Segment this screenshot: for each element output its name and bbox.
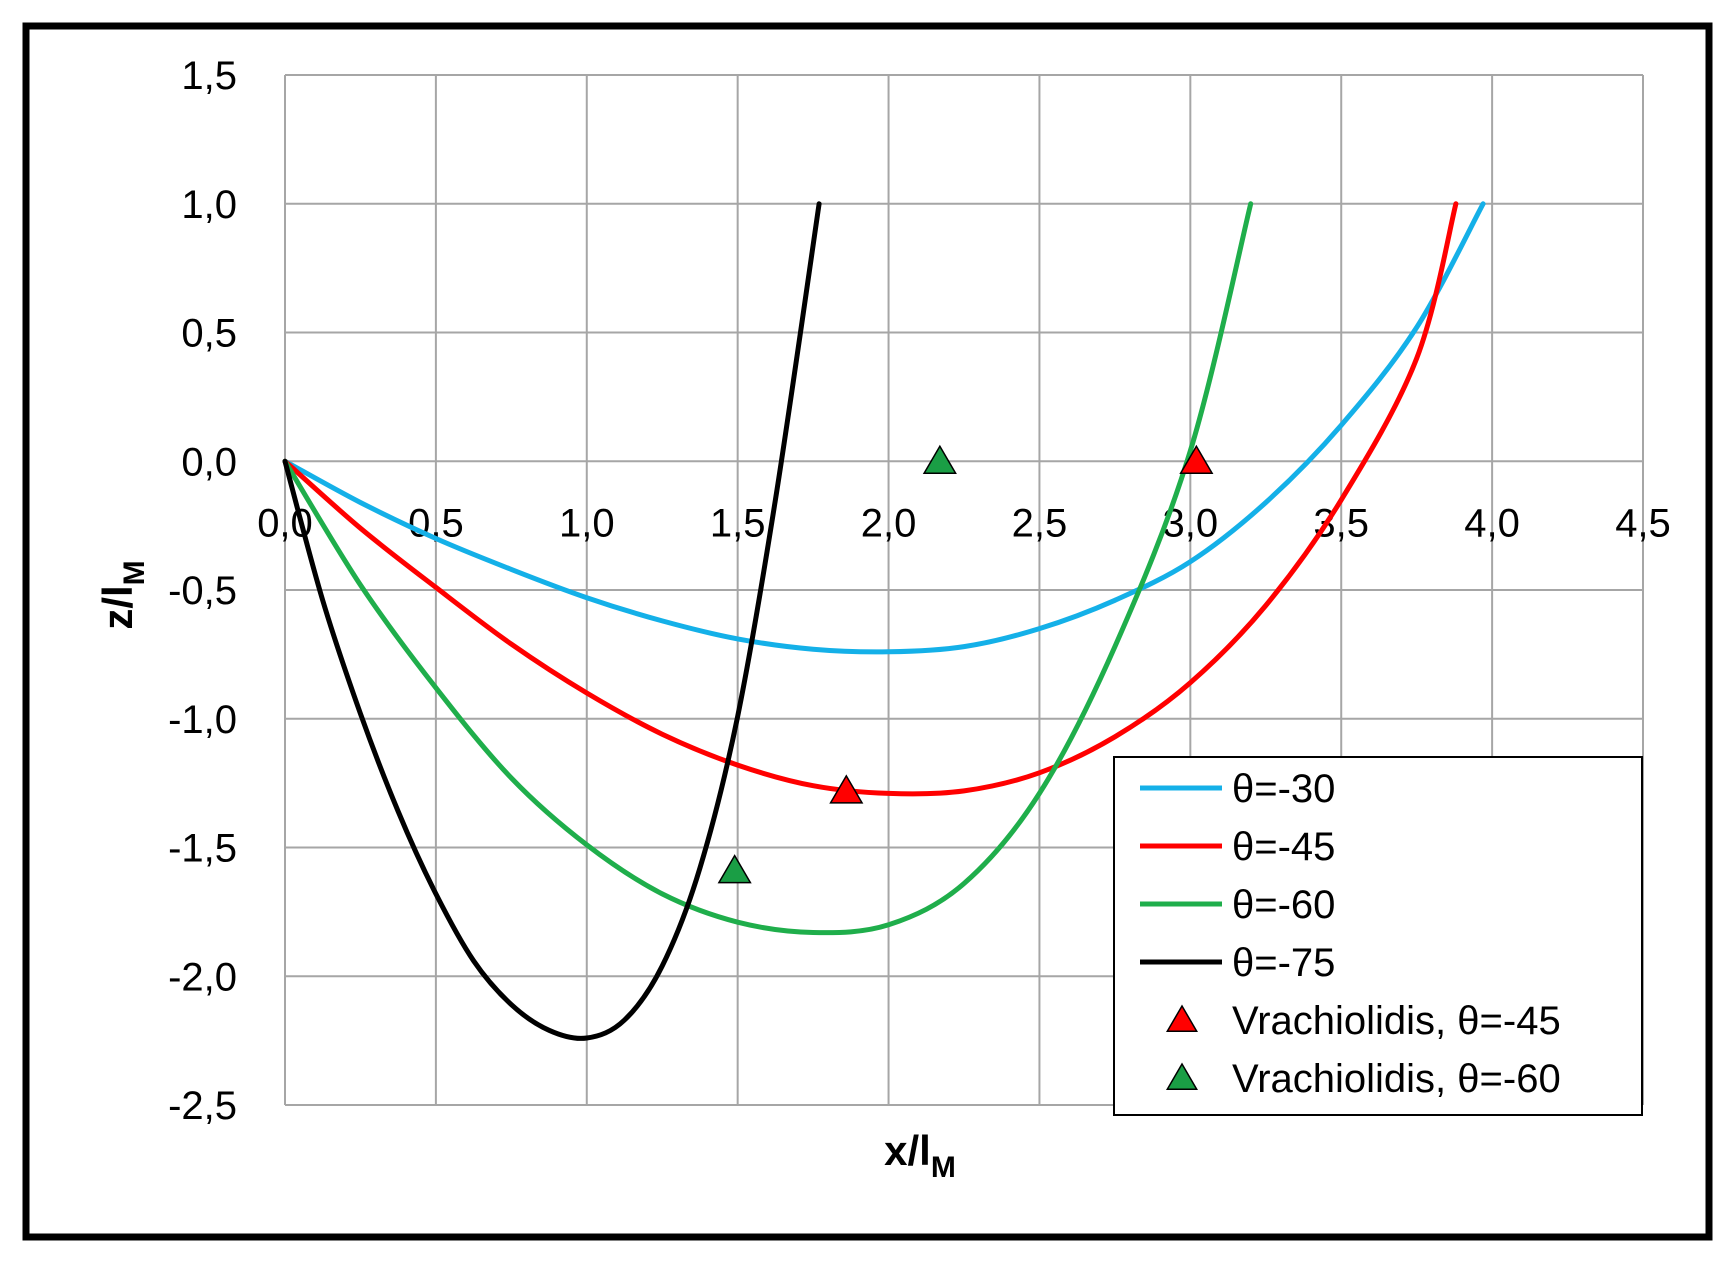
y-tick-label: 0,0 [181, 440, 237, 484]
series-marker [829, 774, 864, 804]
legend-box [1113, 756, 1643, 1116]
y-tick-label: -2,5 [168, 1084, 237, 1128]
series-marker [922, 444, 957, 474]
series-line [282, 201, 822, 1041]
legend-label: θ=-75 [1232, 941, 1335, 985]
x-tick-label: 3,5 [1313, 501, 1369, 545]
series-marker [717, 854, 752, 884]
legend-label: θ=-60 [1232, 883, 1335, 927]
y-axis-title: z/lM [94, 560, 151, 629]
x-tick-label: 4,5 [1615, 501, 1671, 545]
legend: θ=-30 θ=-45 θ=-60 θ=-75 Vrachiolidis, θ=-45 V… [1113, 756, 1643, 1116]
legend-label: Vrachiolidis, θ=-45 [1232, 999, 1561, 1043]
x-tick-label: 1,5 [710, 501, 766, 545]
x-tick-label: 2,5 [1012, 501, 1068, 545]
series-line [282, 201, 1486, 655]
series-marker [1179, 444, 1214, 474]
legend-label: θ=-45 [1232, 825, 1335, 869]
legend-swatch [1165, 1004, 1199, 1032]
series-line [282, 201, 1459, 797]
x-tick-labels: 0,0 0,5 1,0 1,5 2,0 2,5 3,0 3,5 4,0 4,5 [257, 501, 1671, 545]
x-tick-label: 4,0 [1464, 501, 1520, 545]
x-tick-label: 2,0 [861, 501, 917, 545]
plot-series [282, 201, 1486, 1041]
legend-swatch [1165, 1062, 1199, 1090]
y-tick-label: -2,0 [168, 955, 237, 999]
series-line [282, 201, 1254, 936]
y-tick-label: 1,5 [181, 54, 237, 98]
y-tick-label: -1,5 [168, 827, 237, 871]
x-axis-title: x/lM [884, 1127, 956, 1184]
y-tick-label: 0,5 [181, 312, 237, 356]
y-tick-labels: 1,5 1,0 0,5 0,0 -0,5 -1,0 -1,5 -2,0 -2,5 [168, 54, 237, 1128]
y-tick-label: -0,5 [168, 569, 237, 613]
y-tick-label: 1,0 [181, 183, 237, 227]
legend-label: θ=-30 [1232, 767, 1335, 811]
legend-label: Vrachiolidis, θ=-60 [1232, 1057, 1561, 1101]
x-tick-label: 1,0 [559, 501, 615, 545]
y-tick-label: -1,0 [168, 698, 237, 742]
